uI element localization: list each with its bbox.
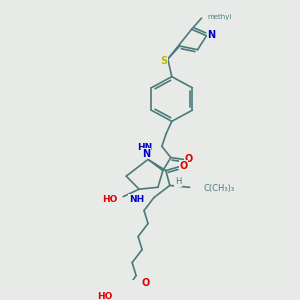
Text: methyl: methyl [208,14,232,20]
Text: O: O [142,278,150,288]
Text: C(CH₃)₃: C(CH₃)₃ [203,184,235,193]
Text: H: H [175,177,181,186]
Text: O: O [184,154,193,164]
Text: N: N [207,30,215,40]
Text: N: N [142,149,150,159]
Text: HN: HN [137,143,152,152]
Text: HO: HO [102,195,117,204]
Text: O: O [180,161,188,171]
Text: NH: NH [129,195,144,204]
Text: S: S [160,56,167,66]
Text: HO: HO [97,292,112,300]
